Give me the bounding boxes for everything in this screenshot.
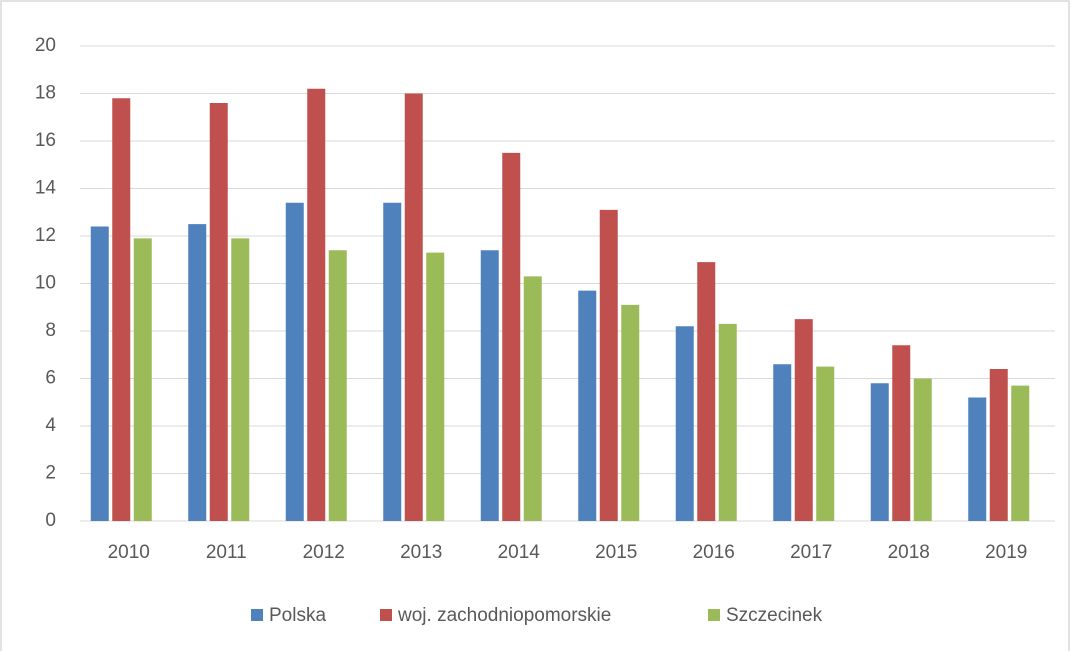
x-tick-label: 2019 [985, 542, 1027, 563]
y-tick-label: 14 [35, 178, 57, 199]
bar [697, 262, 716, 521]
bar [989, 369, 1008, 521]
x-tick-label: 2018 [888, 542, 930, 563]
bar [675, 326, 694, 521]
bar [112, 98, 131, 521]
legend-label: Polska [269, 605, 326, 626]
bar [426, 252, 445, 521]
bar [480, 250, 499, 521]
y-tick-label: 20 [35, 35, 56, 56]
y-tick-label: 10 [35, 273, 56, 294]
y-tick-label: 4 [45, 415, 56, 436]
y-tick-label: 8 [45, 320, 56, 341]
bar [913, 378, 932, 521]
legend-swatch [708, 609, 720, 621]
y-tick-label: 6 [45, 368, 56, 389]
legend-label: woj. zachodniopomorskie [397, 605, 611, 626]
y-tick-label: 2 [45, 463, 56, 484]
bar [404, 93, 423, 521]
y-tick-label: 0 [45, 510, 56, 531]
bar [621, 304, 640, 521]
x-tick-label: 2010 [108, 542, 150, 563]
legend-label: Szczecinek [726, 605, 823, 626]
y-tick-label: 16 [35, 130, 56, 151]
bar [307, 88, 326, 521]
bar [968, 397, 987, 521]
bar [188, 224, 207, 521]
bar [90, 226, 109, 521]
bar [578, 290, 597, 521]
bar [133, 238, 152, 521]
bar [285, 202, 304, 521]
bar [892, 345, 911, 521]
bar [502, 152, 521, 521]
legend-swatch [380, 609, 392, 621]
bar [773, 364, 792, 521]
bar [816, 366, 835, 521]
bar [523, 276, 542, 521]
bar [209, 103, 228, 521]
y-tick-label: 18 [35, 83, 56, 104]
x-tick-label: 2013 [400, 542, 442, 563]
x-tick-label: 2014 [498, 542, 541, 563]
legend-swatch [251, 609, 263, 621]
x-tick-label: 2015 [595, 542, 637, 563]
bar [1011, 385, 1030, 521]
bar [383, 202, 402, 521]
bar [718, 323, 737, 521]
x-tick-label: 2016 [693, 542, 735, 563]
x-tick-label: 2012 [303, 542, 345, 563]
bar [599, 209, 618, 521]
bar [231, 238, 250, 521]
x-tick-label: 2011 [206, 542, 247, 563]
bar [328, 250, 347, 521]
bar [794, 319, 813, 521]
x-tick-label: 2017 [790, 542, 832, 563]
y-tick-label: 12 [35, 225, 56, 246]
bar [870, 383, 889, 521]
